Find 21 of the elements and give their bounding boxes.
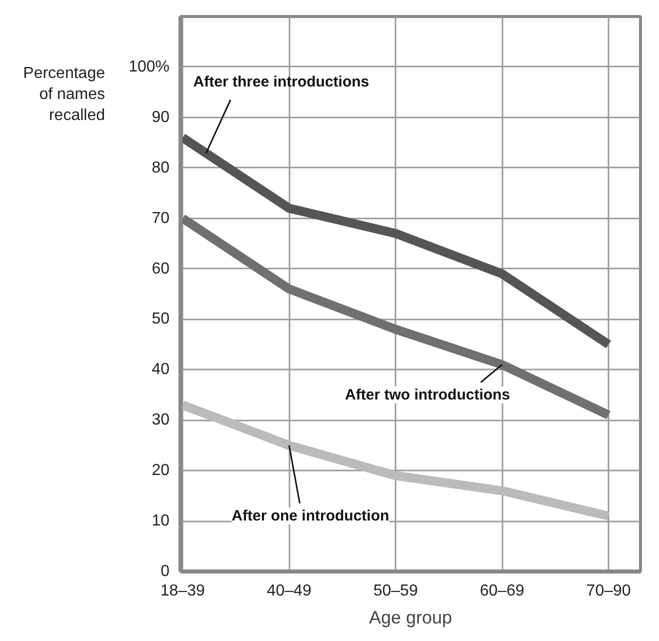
y-tick-label: 70 [152, 210, 170, 227]
x-tick-label: 50–59 [373, 582, 418, 600]
text: After one introduction [232, 508, 390, 524]
x-tick-label: 40–49 [266, 582, 312, 600]
y-tick-label: 80 [152, 159, 170, 176]
x-axis-title: Age group [368, 608, 452, 628]
y-axis-title: Percentage of names recalled [23, 64, 105, 126]
y-tick-label: 90 [152, 108, 170, 126]
y-tick-label: 20 [152, 462, 170, 480]
x-tick-label: 70–90 [586, 582, 631, 600]
y-tick-label: 50 [152, 310, 170, 328]
y-tick-label: 40 [152, 361, 170, 378]
x-tick-label: 60–69 [480, 582, 524, 600]
y-tick-label: 10 [152, 512, 170, 530]
text: After three introductions [193, 74, 370, 91]
y-tick-label: 60 [152, 260, 170, 278]
y-tick-label: 30 [152, 412, 170, 429]
y-tick-label: 100% [128, 58, 170, 76]
series-label: After two introductions [345, 386, 510, 404]
x-tick-label: 18–39 [160, 582, 205, 600]
y-tick-label: 0 [160, 563, 170, 580]
